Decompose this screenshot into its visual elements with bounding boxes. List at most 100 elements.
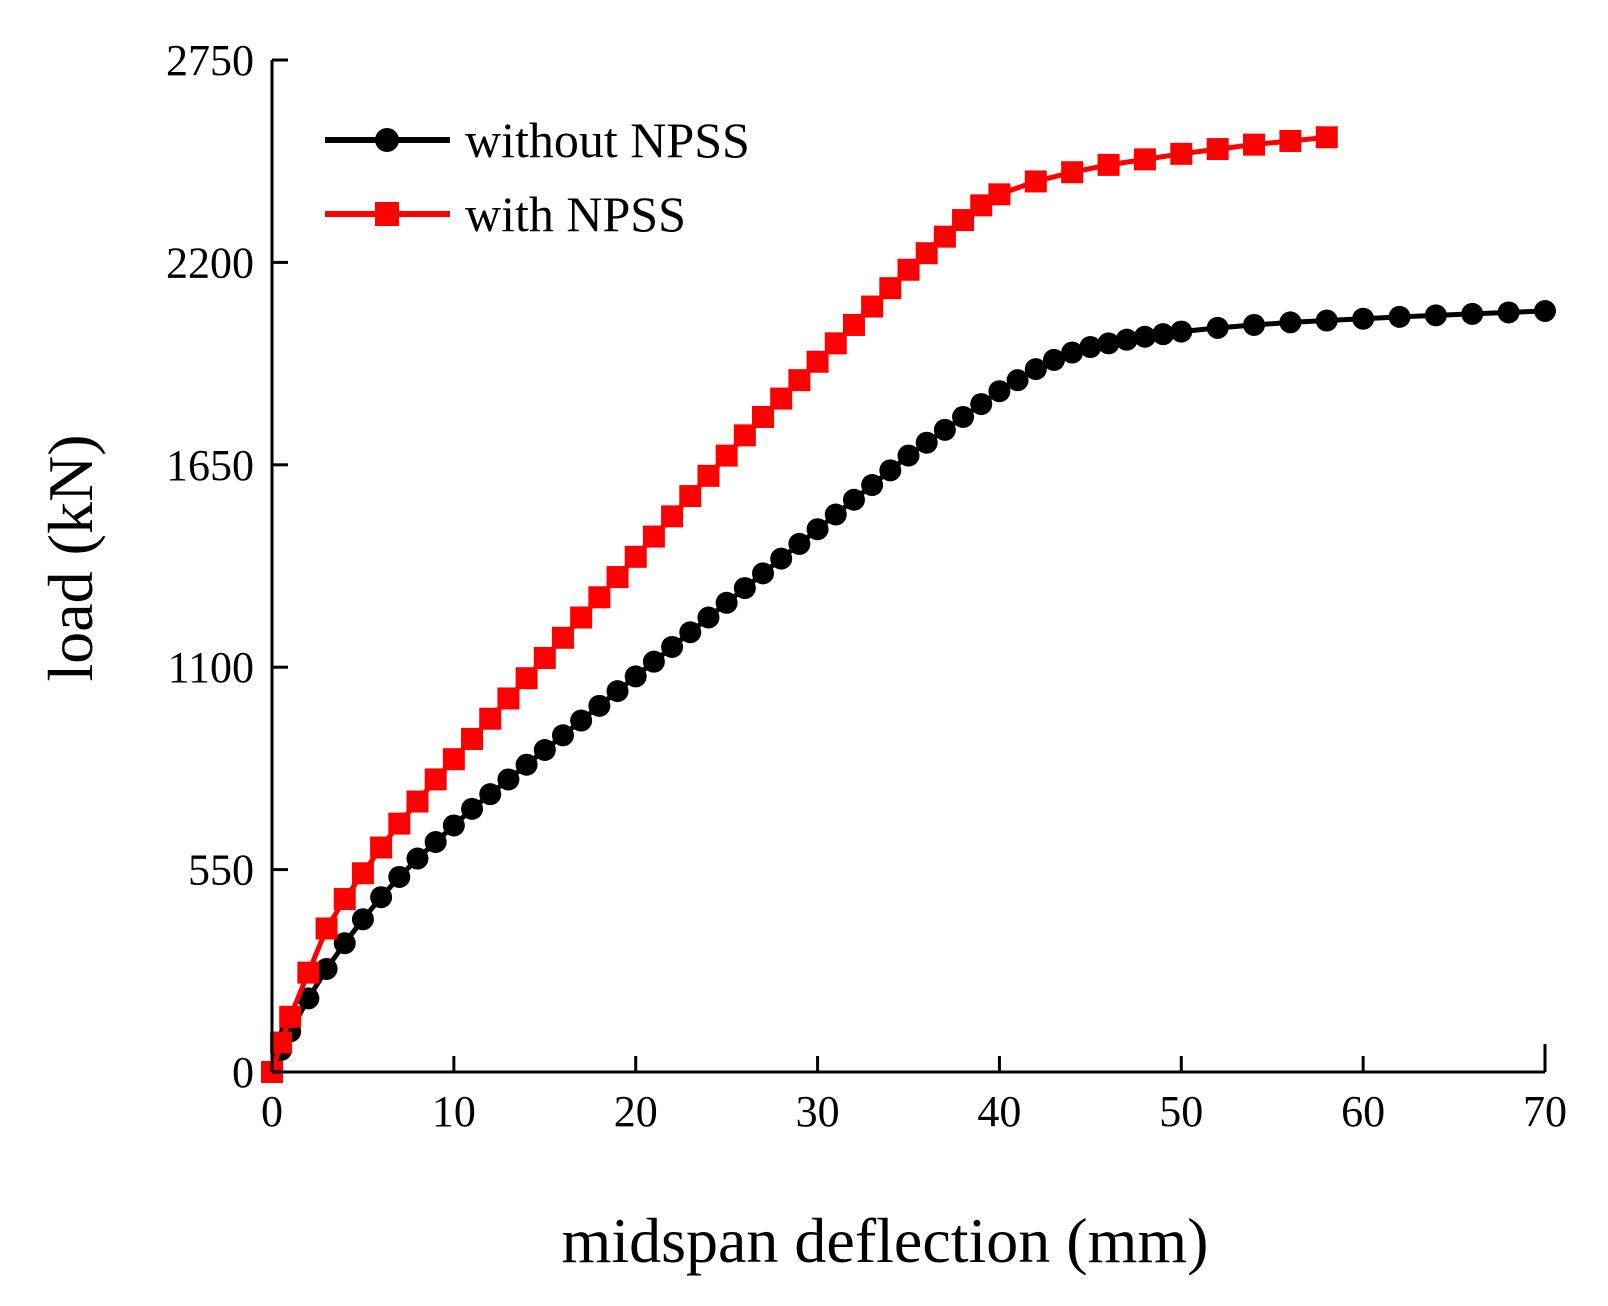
data-point	[752, 562, 775, 585]
data-point	[806, 518, 829, 541]
data-point	[497, 768, 520, 791]
data-point	[370, 836, 393, 859]
data-point	[1315, 309, 1338, 332]
x-tick-label: 70	[1523, 1087, 1567, 1136]
data-point	[270, 1031, 293, 1054]
data-point	[297, 961, 320, 984]
data-point	[697, 606, 720, 629]
data-point	[515, 667, 538, 690]
x-tick-label: 40	[977, 1087, 1021, 1136]
data-point	[879, 459, 902, 482]
data-point	[842, 488, 865, 511]
data-point	[1279, 311, 1302, 334]
data-point	[551, 626, 574, 649]
data-point	[1097, 332, 1120, 355]
data-point	[1079, 336, 1102, 359]
data-point	[879, 277, 902, 300]
data-point	[1243, 133, 1266, 156]
data-point	[479, 783, 502, 806]
data-point	[1133, 148, 1156, 171]
data-point	[770, 387, 793, 410]
data-point	[588, 694, 611, 717]
data-point	[824, 503, 847, 526]
data-point	[806, 350, 829, 373]
x-axis-title: midspan deflection (mm)	[562, 1205, 1209, 1276]
legend-label: with NPSS	[465, 186, 686, 242]
data-point	[606, 680, 629, 703]
series-1	[261, 299, 1556, 1083]
data-point	[1388, 305, 1411, 328]
y-tick-label: 2750	[166, 36, 254, 85]
legend-label: without NPSS	[465, 112, 750, 168]
data-point	[1170, 142, 1193, 165]
data-point	[1497, 301, 1520, 324]
data-point	[642, 650, 665, 673]
data-point	[1206, 138, 1229, 161]
data-point	[315, 957, 338, 980]
data-point	[1534, 299, 1556, 322]
data-point	[915, 242, 938, 265]
data-point	[406, 790, 429, 813]
data-point	[370, 886, 393, 909]
x-tick-label: 0	[261, 1087, 283, 1136]
data-point	[497, 687, 520, 710]
data-point	[533, 739, 556, 761]
data-point	[952, 209, 975, 232]
legend-item-1: without NPSS	[325, 112, 750, 168]
data-point	[752, 405, 775, 428]
data-point	[697, 464, 720, 487]
data-point	[661, 635, 684, 658]
data-point	[733, 424, 756, 447]
data-point	[551, 724, 574, 747]
y-tick-label: 550	[188, 846, 254, 895]
data-point	[333, 932, 356, 955]
data-point	[333, 888, 356, 911]
y-tick-label: 1650	[166, 441, 254, 490]
data-point	[424, 831, 447, 853]
y-tick-label: 0	[232, 1048, 254, 1097]
data-point	[788, 532, 811, 555]
data-point	[570, 606, 593, 629]
data-point	[897, 444, 920, 467]
x-tick-label: 60	[1341, 1087, 1385, 1136]
data-point	[624, 665, 647, 688]
data-point	[315, 917, 338, 940]
data-point	[642, 525, 665, 548]
plot-area	[261, 126, 1556, 1083]
data-point	[606, 566, 629, 589]
data-point	[952, 405, 975, 428]
data-point	[588, 586, 611, 609]
data-point	[1061, 161, 1084, 184]
data-point	[933, 418, 956, 441]
y-axis-title: load (kN)	[35, 434, 106, 681]
data-point	[915, 431, 938, 454]
y-tick-label: 2200	[166, 238, 254, 287]
axes: 0 10 20 30 40 50 60 70 0 550 1100 1650 2200 2750	[166, 36, 1567, 1136]
legend-marker	[375, 202, 399, 226]
data-point	[533, 647, 556, 669]
data-point	[1024, 358, 1047, 381]
data-point	[479, 707, 502, 730]
data-point	[515, 753, 538, 776]
data-point	[442, 748, 465, 771]
data-point	[824, 332, 847, 355]
data-point	[1042, 348, 1065, 371]
series-2	[261, 126, 1338, 1083]
data-point	[279, 1005, 302, 1028]
data-point	[424, 768, 447, 791]
y-tick-label: 1100	[168, 643, 254, 692]
data-point	[297, 987, 320, 1010]
data-point	[1061, 341, 1084, 364]
series-line	[269, 134, 1328, 1073]
data-point	[1315, 126, 1338, 149]
data-point	[461, 797, 484, 820]
x-tick-label: 10	[432, 1087, 476, 1136]
data-point	[1024, 170, 1047, 193]
series-line	[269, 308, 1546, 1073]
data-point	[351, 908, 374, 931]
data-point	[933, 225, 956, 248]
data-point	[970, 393, 993, 416]
data-point	[1352, 307, 1375, 330]
data-point	[406, 847, 429, 870]
data-point	[1170, 320, 1193, 343]
